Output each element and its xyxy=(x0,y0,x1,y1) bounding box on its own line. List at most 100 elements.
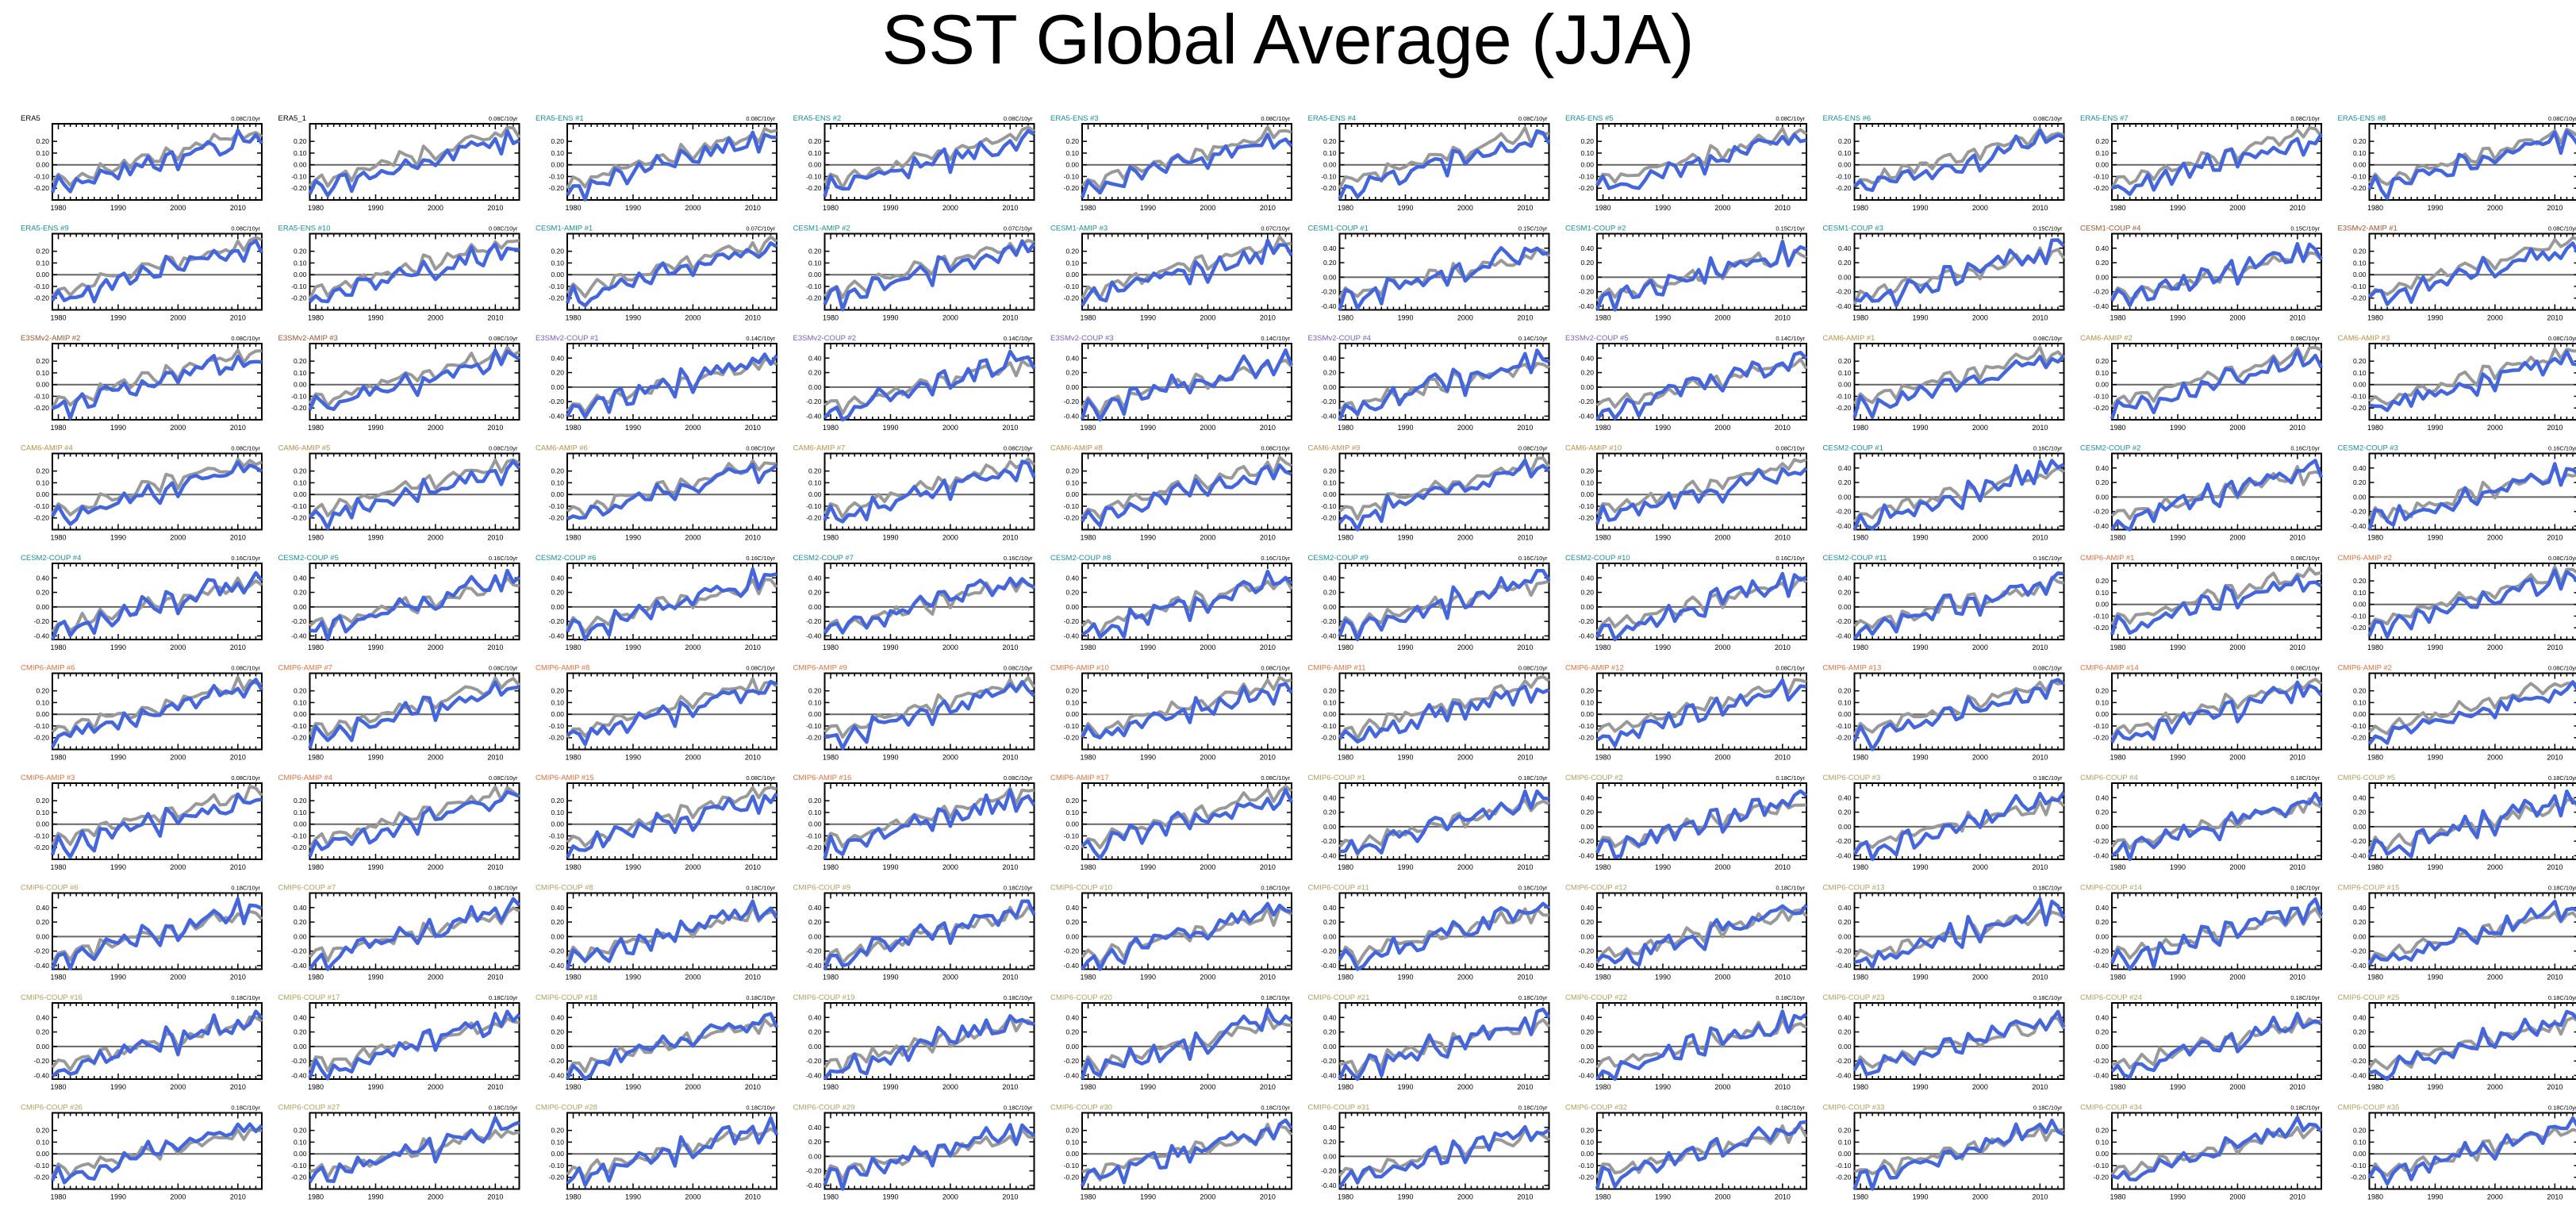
y-tick-label: 0.20 xyxy=(1838,357,1852,365)
y-tick-label: -0.20 xyxy=(806,514,822,522)
y-tick-label: 0.00 xyxy=(36,381,49,389)
y-tick-label: 0.00 xyxy=(1580,383,1594,391)
panel-trend: 0.08C/10yr xyxy=(231,445,260,452)
panel-frame xyxy=(1338,232,1550,311)
panel: 1980 1990 2000 2010 0.40 0.20 0.00 -0.20 -0.40 CE… xyxy=(1565,225,1807,322)
panel-label: CAM6-AMIP #3 xyxy=(2338,334,2390,343)
panel-label: CAM6-AMIP #7 xyxy=(793,444,846,453)
panel-trend: 0.16C/10yr xyxy=(1004,555,1033,562)
panel-trend: 0.16C/10yr xyxy=(231,555,260,562)
y-tick-label: 0.10 xyxy=(1065,259,1079,267)
panel-frame xyxy=(2368,123,2576,201)
y-tick-label: -0.40 xyxy=(1836,302,1852,310)
panel-frame xyxy=(52,343,263,421)
panel: 1980 1990 2000 2010 0.20 0.10 0.00 -0.10 -0.20 ER… xyxy=(1565,114,1808,212)
panel-trend: 0.08C/10yr xyxy=(1261,115,1290,122)
panel: 1980 1990 2000 2010 0.20 0.10 0.00 -0.10 -0.20 CA… xyxy=(793,444,1036,542)
panel-frame xyxy=(566,343,777,421)
y-tick-label: 0.20 xyxy=(2353,478,2367,486)
y-tick-label: 0.10 xyxy=(1065,478,1079,486)
model-series-line xyxy=(1081,463,1292,528)
panel-trend: 0.08C/10yr xyxy=(489,445,518,452)
y-tick-label: -0.40 xyxy=(1579,302,1595,310)
y-tick-label: 0.10 xyxy=(36,698,49,706)
x-tick-label: 2010 xyxy=(487,643,503,651)
panel-label: ERA5-ENS #8 xyxy=(2338,114,2386,123)
x-tick-label: 1990 xyxy=(625,314,641,322)
x-tick-label: 1990 xyxy=(1140,643,1156,651)
y-tick-label: 0.00 xyxy=(1838,603,1852,611)
panel-trend: 0.08C/10yr xyxy=(1004,115,1033,122)
x-tick-label: 2010 xyxy=(1517,314,1533,322)
observed-series-line xyxy=(823,457,1035,519)
y-tick-label: -0.10 xyxy=(2351,392,2367,400)
model-series-line xyxy=(51,460,263,526)
panel: 1980 1990 2000 2010 0.40 0.20 0.00 -0.20 -0.40 CE… xyxy=(2338,444,2576,542)
observed-series-line xyxy=(2367,127,2576,186)
y-tick-label: -0.20 xyxy=(806,294,822,302)
y-tick-label: 0.20 xyxy=(1838,478,1852,486)
y-tick-label: -0.40 xyxy=(549,412,565,420)
panel-label: ERA5-ENS #9 xyxy=(21,225,69,233)
x-tick-label: 1980 xyxy=(1852,314,1868,322)
y-tick-label: 0.20 xyxy=(36,467,49,475)
y-tick-label: 0.10 xyxy=(1323,149,1337,157)
y-tick-label: 0.40 xyxy=(551,574,564,582)
model-series-line xyxy=(1080,133,1293,198)
x-tick-label: 2000 xyxy=(1457,314,1473,322)
x-tick-label: 2000 xyxy=(1714,643,1730,651)
y-tick-label: 0.10 xyxy=(2095,369,2109,377)
y-tick-label: -0.20 xyxy=(1064,514,1080,522)
y-tick-label: 0.10 xyxy=(1580,478,1594,486)
y-tick-label: 0.20 xyxy=(1838,259,1852,267)
panel: 1980 1990 2000 2010 0.20 0.10 0.00 -0.10 -0.20 CM… xyxy=(2080,554,2323,651)
panel-frame xyxy=(309,232,520,311)
y-tick-label: -0.10 xyxy=(1064,502,1080,510)
x-tick-label: 1990 xyxy=(1140,424,1156,432)
x-tick-label: 1990 xyxy=(110,314,126,322)
y-tick-label: 0.10 xyxy=(551,149,564,157)
panel: 1980 1990 2000 2010 0.40 0.20 0.00 -0.20 -0.40 E3… xyxy=(1308,334,1550,432)
x-tick-label: 1990 xyxy=(110,754,126,762)
x-tick-label: 2010 xyxy=(230,314,246,322)
x-tick-label: 2000 xyxy=(2229,643,2245,651)
model-series-line xyxy=(1852,571,2064,640)
panel-frame xyxy=(566,452,777,531)
x-tick-label: 1980 xyxy=(2367,314,2383,322)
panel-frame xyxy=(2368,343,2576,421)
panel-label: CESM2-COUP #3 xyxy=(2338,444,2398,453)
y-tick-label: -0.20 xyxy=(806,184,822,192)
model-series-line xyxy=(308,348,520,411)
panel: 1980 1990 2000 2010 0.20 0.10 0.00 -0.10 -0.20 CA… xyxy=(2338,334,2576,432)
y-tick-label: 0.00 xyxy=(36,710,49,718)
y-tick-label: -0.20 xyxy=(1321,514,1337,522)
model-series-line xyxy=(1852,128,2065,193)
model-series-line xyxy=(1595,133,1807,190)
observed-series-line xyxy=(823,125,1035,190)
observed-series-line xyxy=(51,130,263,187)
panel-label: CAM6-AMIP #1 xyxy=(1823,334,1875,343)
x-tick-label: 2010 xyxy=(230,204,246,212)
panel: 1980 1990 2000 2010 0.20 0.10 0.00 -0.10 -0.20 ER… xyxy=(536,114,777,212)
model-series-line xyxy=(2110,348,2324,420)
x-tick-label: 1990 xyxy=(110,643,126,651)
y-tick-label: -0.20 xyxy=(549,514,565,522)
panel-trend: 0.16C/10yr xyxy=(489,555,518,562)
y-tick-label: 0.20 xyxy=(2095,259,2109,267)
y-tick-label: 0.40 xyxy=(1580,244,1594,252)
panel-label: CMIP6-AMIP #6 xyxy=(21,664,75,673)
panel-trend: 0.08C/10yr xyxy=(1261,445,1290,452)
panel-frame xyxy=(52,123,263,201)
x-tick-label: 1990 xyxy=(1397,314,1413,322)
y-tick-label: 0.20 xyxy=(1580,259,1594,267)
x-tick-label: 1990 xyxy=(1912,204,1928,212)
y-tick-label: 0.20 xyxy=(1065,137,1079,145)
y-tick-label: 0.10 xyxy=(36,369,49,377)
x-tick-label: 1980 xyxy=(1595,643,1611,651)
x-tick-label: 2010 xyxy=(230,754,246,762)
y-tick-label: 0.40 xyxy=(1838,244,1852,252)
x-tick-label: 1990 xyxy=(367,314,383,322)
panel-label: CESM2-COUP #2 xyxy=(2080,444,2140,453)
y-tick-label: -0.20 xyxy=(1321,288,1337,296)
